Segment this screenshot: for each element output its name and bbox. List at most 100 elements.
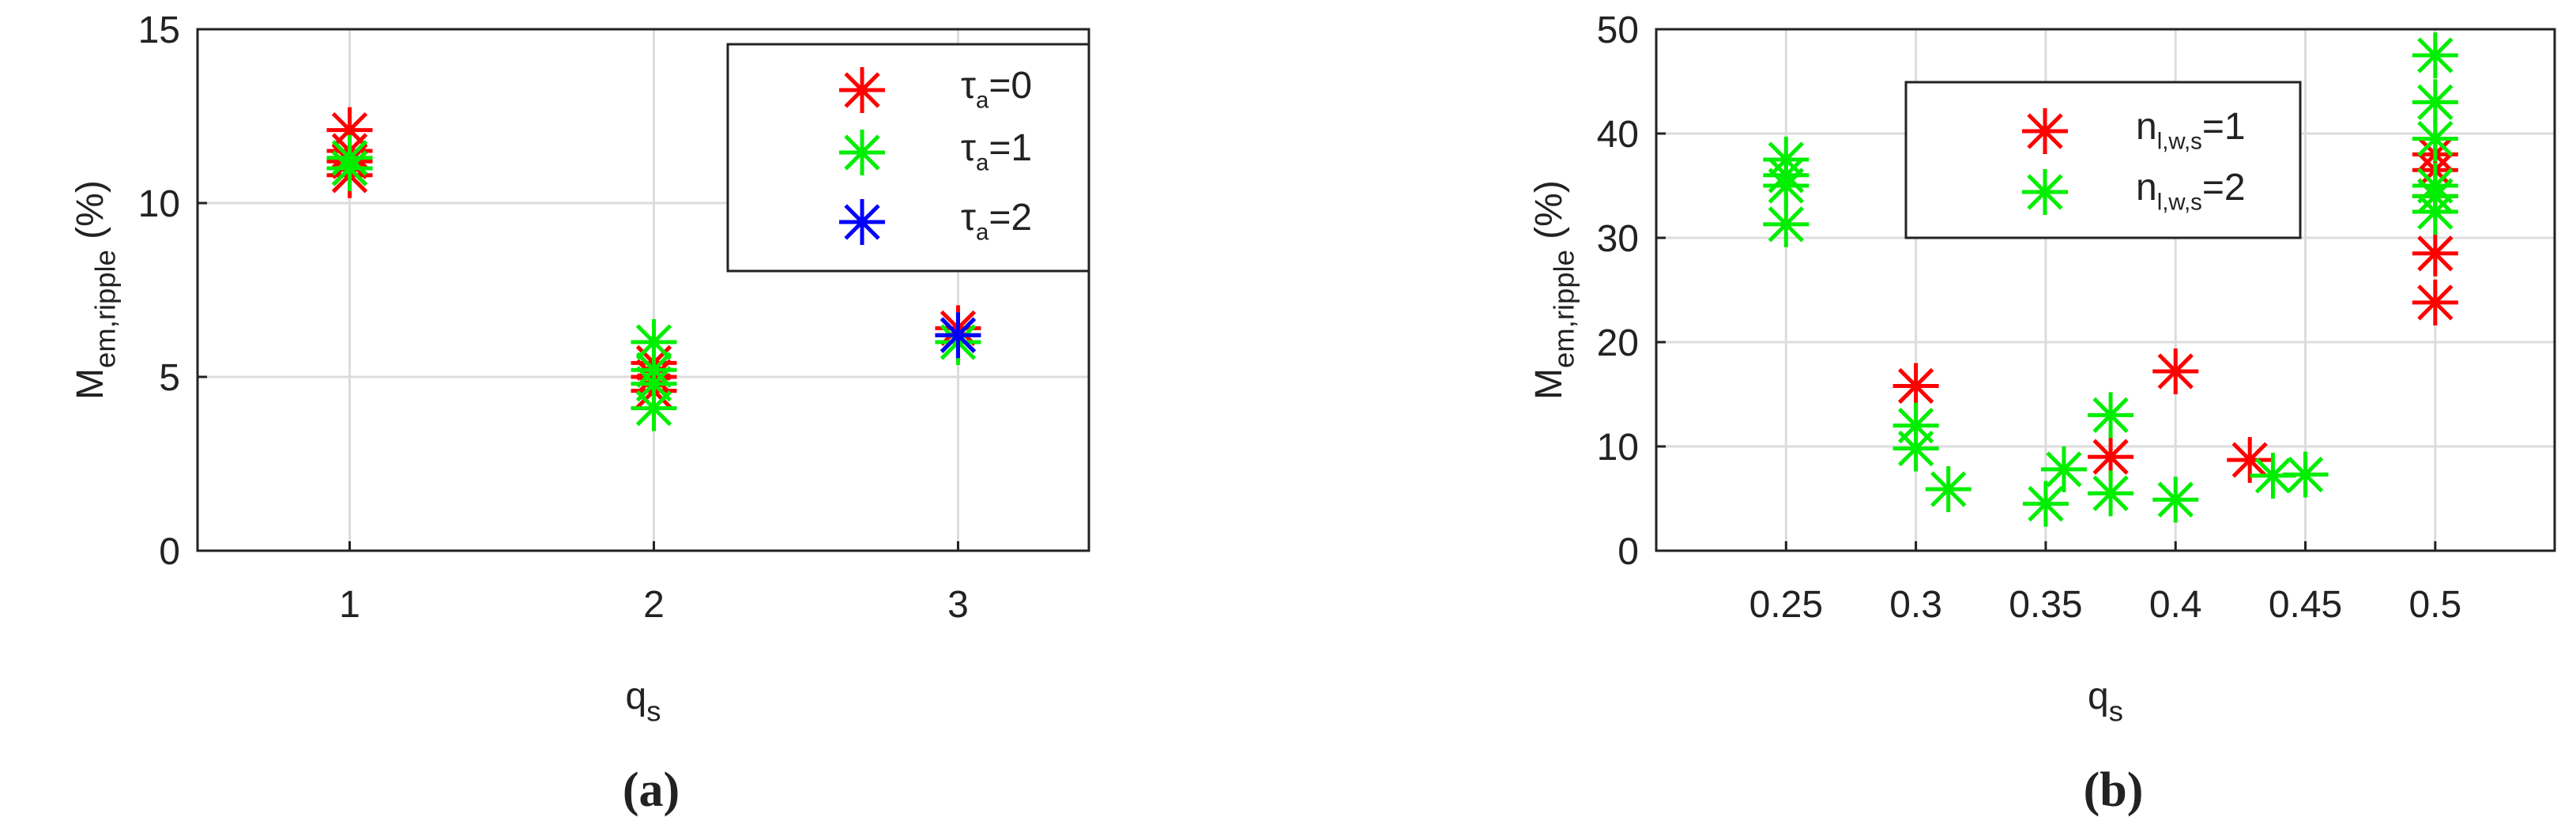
legend-label-sub: a [976,88,989,114]
y-axis-label-suffix: (%) [70,180,111,250]
y-tick-label: 15 [138,9,180,51]
marker-stroke [2231,442,2268,478]
y-tick-label: 10 [138,183,180,225]
marker-stroke [2027,174,2063,210]
x-tick-label: 3 [947,584,969,626]
y-tick-label: 40 [1597,114,1639,156]
marker [2022,108,2068,154]
x-tick-label: 2 [643,584,665,626]
marker [2227,437,2273,484]
x-tick-label: 0.45 [2269,584,2342,626]
marker [1892,425,1939,472]
marker-stroke [635,324,672,360]
legend-box [1904,81,2302,239]
marker-stroke [635,352,672,388]
legend-label: nl,w,s=2 [2136,167,2246,216]
marker-stroke [844,204,880,240]
x-tick-label: 0.35 [2009,584,2082,626]
marker-stroke [2417,168,2454,204]
marker-stroke [2092,397,2129,434]
legend-label-sub: l,w,s [2157,129,2202,155]
marker [1925,466,1972,513]
marker [2088,392,2134,439]
legend-label-text: τ [961,65,976,107]
marker [839,199,885,245]
legend-label-suffix: =0 [989,65,1032,107]
x-tick-label: 1 [339,584,360,626]
x-axis-label-sub: s [646,695,661,728]
legend-box [726,43,1090,273]
marker [2022,169,2068,215]
marker-stroke [2287,456,2324,493]
y-axis-label-sub: em,ripple [1548,250,1580,368]
axes-frame [196,28,1090,552]
y-axis-label: Mem,ripple (%) [1528,180,1580,400]
marker-stroke [1768,141,1804,178]
marker [2152,476,2199,523]
marker-stroke [2028,485,2064,522]
marker-stroke [940,317,977,353]
y-axis-label-sub: em,ripple [89,250,122,368]
legend-label-suffix: =2 [989,197,1032,239]
marker [2250,452,2296,499]
marker [839,67,885,113]
marker-stroke [1768,206,1804,243]
x-axis-label-text: q [2088,676,2109,717]
marker-stroke [2046,451,2082,488]
marker-stroke [2027,113,2063,149]
marker-stroke [2417,235,2454,272]
marker-stroke [1897,430,1934,467]
legend-label-text: n [2136,106,2157,148]
legend-label-text: τ [961,127,976,169]
marker-stroke [844,72,880,108]
y-tick-label: 50 [1597,9,1639,51]
marker [839,130,885,175]
legend-label-suffix: =1 [989,127,1032,169]
marker-stroke [1897,367,1934,405]
marker-stroke [1930,471,1967,507]
y-axis-label-suffix: (%) [1528,180,1570,250]
legend-label: nl,w,s=1 [2136,106,2246,155]
legend-label-suffix: =2 [2202,167,2246,209]
marker-stroke [2417,37,2454,73]
x-tick-label: 0.5 [2408,584,2461,626]
marker [2088,470,2134,517]
marker [2412,230,2458,277]
panel-label: (b) [2084,763,2144,817]
x-tick-label: 0.3 [1889,584,1942,626]
y-tick-label: 20 [1597,322,1639,364]
marker [631,347,677,393]
y-axis-label: Mem,ripple (%) [70,180,122,400]
legend-label: τa=0 [961,65,1032,114]
marker [1892,363,1939,409]
marker [1763,201,1810,247]
marker-stroke [2092,475,2129,512]
marker-stroke [2417,84,2454,121]
x-axis-label-sub: s [2109,695,2123,728]
marker [2152,348,2199,394]
marker-stroke [2092,439,2129,475]
marker-stroke [2417,120,2454,157]
legend-label-sub: a [976,220,989,246]
marker [2040,446,2087,493]
x-tick-label: 0.25 [1749,584,1823,626]
y-axis-label-text: M [70,368,111,400]
marker [2412,279,2458,326]
legend-label-suffix: =1 [2202,106,2246,148]
marker [2022,480,2069,527]
legend-label: τa=1 [961,127,1032,176]
marker [2412,115,2458,162]
legend-label-sub: l,w,s [2157,190,2202,216]
y-tick-label: 5 [159,357,180,399]
x-axis-label-text: q [626,676,647,717]
marker-stroke [2157,481,2194,518]
marker-stroke [2417,284,2454,321]
marker-stroke [635,390,672,427]
x-axis-label: qs [626,676,661,728]
marker [2412,163,2458,209]
axes-frame [1655,28,2556,552]
marker [2412,79,2458,126]
marker [326,145,373,191]
